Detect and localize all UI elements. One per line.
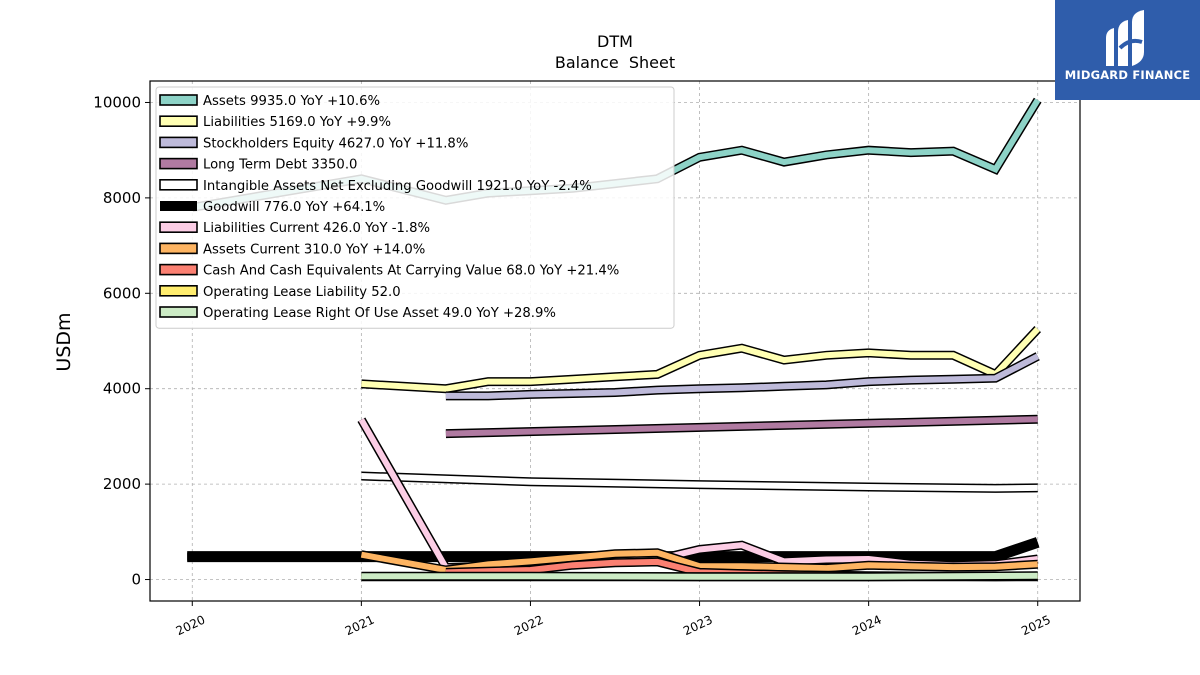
series-line bbox=[445, 353, 1040, 399]
legend-label: Cash And Cash Equivalents At Carrying Va… bbox=[203, 264, 619, 279]
legend-swatch bbox=[159, 242, 198, 255]
series-2 bbox=[445, 352, 1040, 401]
series-line bbox=[187, 538, 1039, 561]
series-line bbox=[361, 473, 1038, 492]
x-tick-label: 2020 bbox=[174, 613, 208, 639]
legend-swatch bbox=[159, 115, 198, 127]
brand-logo: MIDGARD FINANCE bbox=[1055, 0, 1200, 100]
x-tick-label: 2024 bbox=[850, 613, 884, 639]
legend-label: Assets 9935.0 YoY +10.6% bbox=[203, 94, 380, 109]
series-5 bbox=[187, 537, 1040, 563]
x-tick-label: 2025 bbox=[1019, 613, 1053, 639]
y-tick-label: 8000 bbox=[103, 189, 141, 207]
series-4 bbox=[361, 471, 1038, 493]
legend-swatch bbox=[159, 157, 198, 170]
legend-label: Operating Lease Liability 52.0 bbox=[203, 285, 401, 300]
series-line bbox=[361, 327, 1040, 392]
legend-swatch bbox=[159, 306, 198, 318]
series-line bbox=[360, 549, 1038, 574]
x-tick-label: 2021 bbox=[343, 613, 377, 639]
legend-label: Liabilities 5169.0 YoY +9.9% bbox=[203, 115, 391, 130]
legend-item: Assets Current 310.0 YoY +14.0% bbox=[159, 242, 425, 257]
legend-swatch bbox=[159, 94, 198, 106]
y-tick-label: 2000 bbox=[103, 475, 141, 493]
y-axis-label: USDm bbox=[53, 312, 75, 371]
legend-item: Liabilities 5169.0 YoY +9.9% bbox=[159, 115, 391, 130]
series-line bbox=[361, 572, 1038, 580]
legend-item: Long Term Debt 3350.0 bbox=[159, 157, 357, 173]
legend-swatch bbox=[159, 284, 198, 297]
series-7 bbox=[360, 548, 1038, 575]
legend-item: Goodwill 776.0 YoY +64.1% bbox=[160, 200, 385, 215]
legend-label: Long Term Debt 3350.0 bbox=[203, 158, 357, 173]
series-10 bbox=[361, 571, 1038, 582]
series-line bbox=[445, 416, 1038, 437]
series-3 bbox=[445, 414, 1038, 439]
chart-subtitle: Balance Sheet bbox=[555, 53, 675, 72]
legend-item: Operating Lease Liability 52.0 bbox=[159, 284, 401, 300]
legend-swatch bbox=[159, 221, 198, 233]
legend-item: Cash And Cash Equivalents At Carrying Va… bbox=[159, 263, 619, 279]
legend-swatch bbox=[159, 179, 198, 191]
y-tick-label: 6000 bbox=[103, 284, 141, 302]
legend-item: Stockholders Equity 4627.0 YoY +11.8% bbox=[159, 136, 468, 151]
legend-swatch bbox=[160, 201, 197, 211]
legend-item: Liabilities Current 426.0 YoY -1.8% bbox=[159, 221, 430, 236]
legend-box bbox=[155, 86, 675, 329]
legend-item: Intangible Assets Net Excluding Goodwill… bbox=[159, 179, 592, 194]
y-tick-label: 0 bbox=[131, 571, 141, 589]
legend-item: Operating Lease Right Of Use Asset 49.0 … bbox=[159, 306, 556, 321]
logo-text: MIDGARD FINANCE bbox=[1064, 68, 1191, 82]
legend-item: Assets 9935.0 YoY +10.6% bbox=[159, 94, 380, 109]
y-tick-label: 10000 bbox=[93, 93, 141, 111]
legend-label: Liabilities Current 426.0 YoY -1.8% bbox=[203, 221, 430, 236]
legend-label: Operating Lease Right Of Use Asset 49.0 … bbox=[203, 306, 556, 321]
series-1 bbox=[361, 326, 1041, 394]
logo-mark-icon bbox=[1106, 10, 1144, 66]
x-tick-label: 2022 bbox=[512, 613, 546, 639]
legend-label: Stockholders Equity 4627.0 YoY +11.8% bbox=[203, 136, 468, 151]
legend-label: Goodwill 776.0 YoY +64.1% bbox=[203, 200, 385, 215]
legend-swatch bbox=[159, 263, 198, 276]
chart-title: DTM bbox=[597, 32, 633, 51]
legend-swatch bbox=[159, 136, 198, 149]
y-tick-label: 4000 bbox=[103, 380, 141, 398]
plot-area-frame bbox=[149, 80, 1081, 602]
legend-label: Intangible Assets Net Excluding Goodwill… bbox=[203, 179, 592, 194]
legend: Assets 9935.0 YoY +10.6% Liabilities 5169… bbox=[155, 86, 675, 329]
legend-label: Assets Current 310.0 YoY +14.0% bbox=[203, 242, 425, 257]
x-tick-label: 2023 bbox=[681, 613, 715, 639]
